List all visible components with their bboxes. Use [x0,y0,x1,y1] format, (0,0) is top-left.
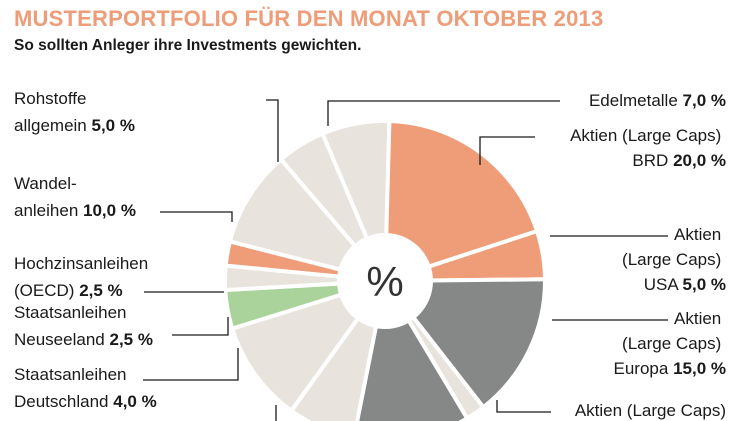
leader-line-bottom-right [496,400,551,413]
label-hochzinsanleihen: Hochzinsanleihen (OECD) 2,5 % [14,254,153,300]
leader-line-neuseeland [172,317,229,336]
leader-line-edelmetalle [327,100,560,126]
chart-title: MUSTERPORTFOLIO FÜR DEN MONAT OKTOBER 20… [14,6,604,31]
label-aktien-brd: Aktien (Large Caps) BRD 20,0 % [570,126,726,170]
label-aktien-europa: Aktien (Large Caps) Europa 15,0 % [614,309,727,378]
label-edelmetalle: Edelmetalle 7,0 % [589,91,726,110]
label-staatsanleihen-neuseeland: Staatsanleihen Neuseeland 2,5 % [14,303,153,349]
leader-lines [143,99,668,421]
center-hole [337,233,433,329]
pie-slice-3 [383,277,547,410]
label-aktien-bottom-right: Aktien (Large Caps) [575,401,726,420]
leader-line-wandel [160,211,233,222]
chart-subtitle: So sollten Anleger ihre Investments gewi… [14,37,362,54]
leader-line-rohstoffe [266,99,279,162]
pie-slice-7 [230,279,387,413]
label-rohstoffe: Rohstoffe allgemein 5,0 % [14,89,135,135]
label-staatsanleihen-deutschland: Staatsanleihen Deutschland 4,0 % [14,365,157,411]
leader-line-brd [479,136,535,165]
label-wandelanleihen: Wandel- anleihen 10,0 % [14,174,136,220]
leader-line-deutschland [143,348,239,381]
center-label: % [366,258,403,305]
label-aktien-usa: Aktien (Large Caps) USA 5,0 % [622,225,726,294]
